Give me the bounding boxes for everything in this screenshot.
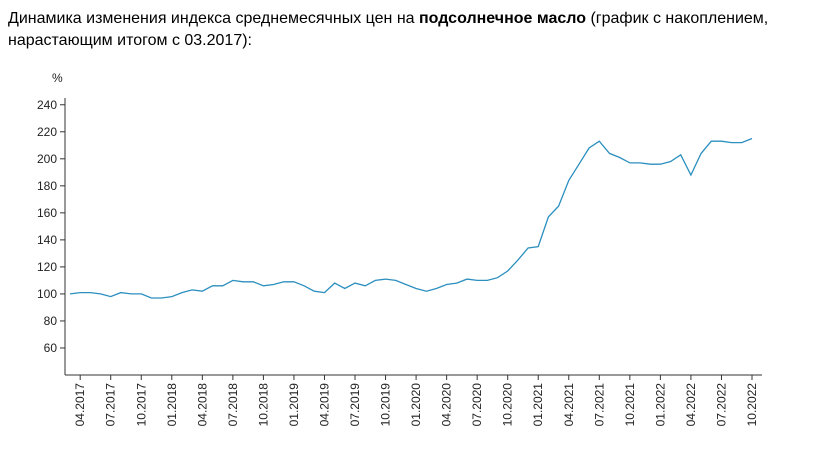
- y-tick-label: 60: [44, 341, 58, 355]
- y-tick-label: 140: [37, 233, 57, 247]
- y-tick-label: 200: [37, 152, 57, 166]
- x-tick-label: 10.2020: [501, 383, 515, 427]
- y-tick-label: 100: [37, 287, 57, 301]
- x-tick-label: 10.2018: [256, 383, 270, 427]
- x-tick-label: 07.2022: [714, 383, 728, 427]
- x-tick-label: 10.2021: [623, 383, 637, 427]
- x-tick-label: 04.2021: [562, 383, 576, 427]
- y-axis-label: %: [52, 71, 63, 85]
- title-part: Динамика изменения индекса среднемесячны…: [8, 10, 419, 27]
- x-tick-label: 07.2019: [348, 383, 362, 427]
- chart-title: Динамика изменения индекса среднемесячны…: [8, 8, 823, 52]
- x-tick-label: 07.2021: [592, 383, 606, 427]
- x-tick-label: 10.2022: [745, 383, 759, 427]
- title-bold: подсолнечное масло: [419, 10, 586, 27]
- x-tick-label: 04.2020: [440, 383, 454, 427]
- x-tick-label: 04.2017: [73, 383, 87, 427]
- x-tick-label: 01.2021: [531, 383, 545, 427]
- y-tick-label: 180: [37, 179, 57, 193]
- y-tick-label: 220: [37, 125, 57, 139]
- x-tick-label: 04.2022: [684, 383, 698, 427]
- x-tick-label: 07.2018: [226, 383, 240, 427]
- y-tick-label: 160: [37, 206, 57, 220]
- y-tick-label: 80: [44, 314, 58, 328]
- data-line: [69, 137, 753, 299]
- x-tick-label: 04.2018: [195, 383, 209, 427]
- x-tick-label: 07.2017: [104, 383, 118, 427]
- x-tick-label: 10.2019: [379, 383, 393, 427]
- y-tick-label: 240: [37, 98, 57, 112]
- x-tick-label: 10.2017: [134, 383, 148, 427]
- x-tick-label: 01.2022: [653, 383, 667, 427]
- title-part: (график с накоплением, нарастающим итого…: [8, 10, 769, 49]
- x-tick-label: 01.2019: [287, 383, 301, 427]
- x-tick-label: 07.2020: [470, 383, 484, 427]
- x-tick-label: 01.2020: [409, 383, 423, 427]
- x-tick-label: 01.2018: [165, 383, 179, 427]
- y-tick-label: 120: [37, 260, 57, 274]
- x-tick-label: 04.2019: [317, 383, 331, 427]
